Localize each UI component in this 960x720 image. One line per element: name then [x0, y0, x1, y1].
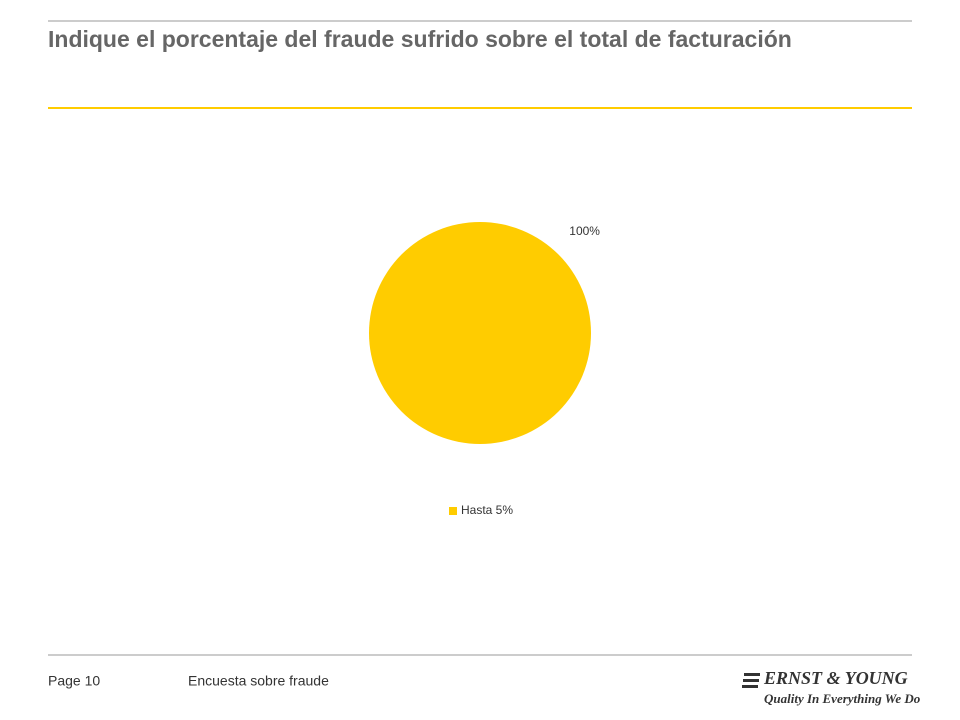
footer-subject: Encuesta sobre fraude	[188, 673, 329, 689]
logo-bar	[743, 679, 759, 682]
legend-label: Hasta 5%	[461, 503, 513, 517]
legend-swatch	[449, 507, 457, 515]
logo-bar	[744, 673, 760, 676]
logo-tagline: Quality In Everything We Do	[764, 691, 921, 706]
pie-slice	[369, 222, 591, 444]
logo-bar	[742, 685, 758, 688]
chart-title: Indique el porcentaje del fraude sufrido…	[48, 26, 792, 52]
logo: ERNST & YOUNG Quality In Everything We D…	[742, 668, 921, 706]
data-label: 100%	[569, 224, 600, 238]
logo-brand: ERNST & YOUNG	[763, 668, 908, 688]
page-number: Page 10	[48, 673, 100, 689]
